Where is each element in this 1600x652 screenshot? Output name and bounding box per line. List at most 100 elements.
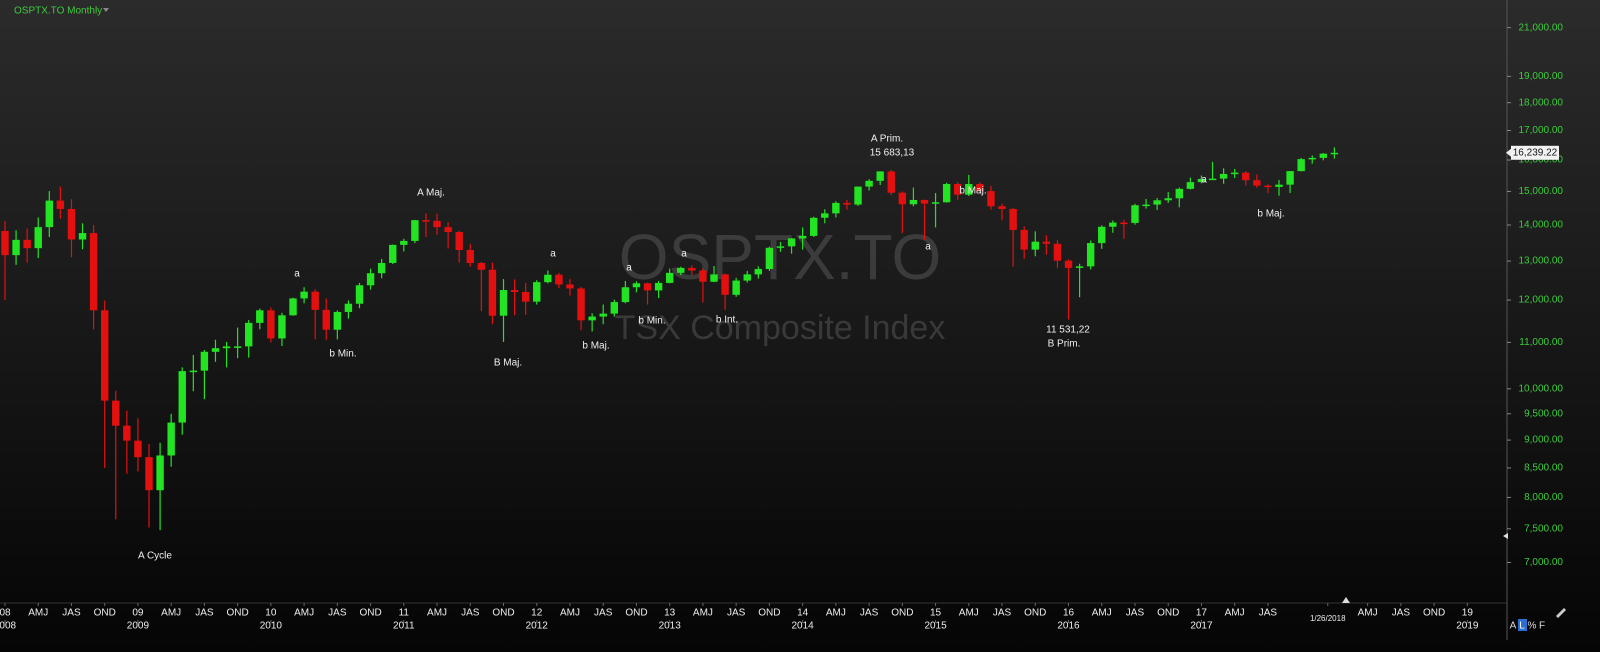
candle-body bbox=[1086, 243, 1095, 267]
x-tick-label: JAS bbox=[594, 608, 613, 619]
x-tick-label: AMJ bbox=[1225, 608, 1245, 619]
candle-body bbox=[134, 440, 142, 458]
wave-annotation: B Prim. bbox=[1048, 339, 1081, 350]
candle-body bbox=[1064, 260, 1073, 268]
symbol-label[interactable]: OSPTX.TO Monthly bbox=[14, 6, 102, 17]
candle-body bbox=[411, 220, 419, 241]
candle-body bbox=[688, 267, 696, 271]
y-tick-label: 10,000.00 bbox=[1519, 383, 1564, 394]
x-tick-label: OND bbox=[1423, 608, 1445, 619]
candle-body bbox=[610, 302, 618, 314]
candle-body bbox=[776, 246, 785, 248]
candle-body bbox=[798, 235, 807, 239]
candle-body bbox=[1175, 188, 1183, 199]
candle-body bbox=[422, 220, 430, 222]
price-pointer bbox=[1506, 148, 1511, 157]
candle-body bbox=[898, 192, 907, 205]
candle-body bbox=[178, 371, 186, 423]
year-label: 2014 bbox=[792, 621, 815, 632]
candle-body bbox=[721, 274, 729, 295]
wave-annotation: 11 531,22 bbox=[1046, 325, 1090, 336]
candle-body bbox=[222, 346, 231, 349]
toolbar-button[interactable]: L bbox=[1519, 621, 1525, 632]
x-tick-label: JAS bbox=[461, 608, 480, 619]
toolbar-button[interactable]: A bbox=[1510, 621, 1517, 632]
wave-annotation: b Maj. bbox=[959, 186, 986, 197]
x-tick-label: AMJ bbox=[427, 608, 447, 619]
candle-body bbox=[389, 244, 397, 263]
marker-icon bbox=[1342, 597, 1350, 603]
candle-body bbox=[599, 313, 607, 317]
x-tick-label: 13 bbox=[664, 608, 676, 619]
candle-body bbox=[665, 272, 674, 283]
candle-body bbox=[1142, 204, 1150, 207]
candle-body bbox=[1053, 243, 1062, 261]
candle-body bbox=[100, 310, 109, 401]
candle-body bbox=[965, 184, 973, 195]
candle-body bbox=[1131, 205, 1139, 223]
x-tick-label: JAS bbox=[1392, 608, 1411, 619]
year-label: 2016 bbox=[1057, 621, 1080, 632]
y-tick-label: 8,000.00 bbox=[1524, 492, 1563, 503]
wave-annotation: b Min. bbox=[638, 316, 665, 327]
candle-body bbox=[56, 200, 65, 209]
candle-body bbox=[1020, 229, 1028, 250]
candle-body bbox=[488, 269, 497, 316]
toolbar-button[interactable]: F bbox=[1539, 621, 1545, 632]
candle-body bbox=[1330, 152, 1339, 155]
candle-body bbox=[643, 283, 652, 291]
x-tick-label: 10 bbox=[265, 608, 277, 619]
x-tick-label: JAS bbox=[62, 608, 81, 619]
candle-body bbox=[12, 239, 20, 256]
candle-body bbox=[200, 351, 209, 371]
candle-body bbox=[167, 422, 175, 456]
year-label: 2017 bbox=[1190, 621, 1213, 632]
x-tick-label: 16 bbox=[1063, 608, 1075, 619]
candle-body bbox=[810, 217, 818, 236]
candle-body bbox=[366, 273, 375, 286]
toolbar-button[interactable]: % bbox=[1528, 621, 1537, 632]
candle-body bbox=[1031, 241, 1039, 250]
candle-body bbox=[765, 247, 774, 270]
candle-body bbox=[1297, 159, 1305, 172]
y-tick-label: 12,000.00 bbox=[1519, 295, 1564, 306]
candle-body bbox=[278, 315, 286, 339]
candle-body bbox=[555, 274, 563, 285]
candle-body bbox=[499, 290, 508, 316]
x-tick-label: OND bbox=[94, 608, 116, 619]
wave-annotation: b Min. bbox=[329, 349, 356, 360]
x-tick-label: 11 bbox=[399, 608, 410, 619]
candle-body bbox=[344, 303, 353, 312]
candle-body bbox=[455, 232, 463, 250]
candle-body bbox=[400, 240, 408, 245]
candle-body bbox=[654, 282, 663, 291]
dropdown-icon[interactable] bbox=[103, 8, 109, 12]
candle-body bbox=[1308, 157, 1316, 160]
candle-body bbox=[233, 346, 242, 348]
candle-body bbox=[876, 171, 884, 181]
x-tick-label: AMJ bbox=[959, 608, 979, 619]
wave-annotation: a bbox=[925, 242, 931, 253]
price-label: 16,239.22 bbox=[1513, 147, 1558, 158]
x-tick-label: 12 bbox=[531, 608, 543, 619]
y-tick-label: 15,000.00 bbox=[1519, 186, 1564, 197]
x-tick-label: 1/26/2018 bbox=[1310, 614, 1346, 623]
candle-body bbox=[1197, 178, 1206, 183]
x-tick-label: 15 bbox=[930, 608, 942, 619]
wave-annotation: A Cycle bbox=[138, 551, 172, 562]
pencil-icon[interactable] bbox=[1556, 608, 1566, 618]
y-tick-label: 9,500.00 bbox=[1524, 408, 1563, 419]
candle-body bbox=[743, 274, 751, 281]
year-label: 2010 bbox=[260, 621, 283, 632]
wave-annotation: a bbox=[1201, 175, 1207, 186]
candle-body bbox=[1219, 173, 1228, 179]
wave-annotation: b Int. bbox=[716, 315, 738, 326]
candle-body bbox=[377, 262, 386, 274]
candle-body bbox=[1009, 208, 1017, 230]
candle-body bbox=[1230, 172, 1239, 175]
candle-body bbox=[311, 291, 319, 310]
candle-body bbox=[732, 280, 740, 295]
x-tick-label: AMJ bbox=[560, 608, 580, 619]
candle-body bbox=[145, 457, 153, 491]
